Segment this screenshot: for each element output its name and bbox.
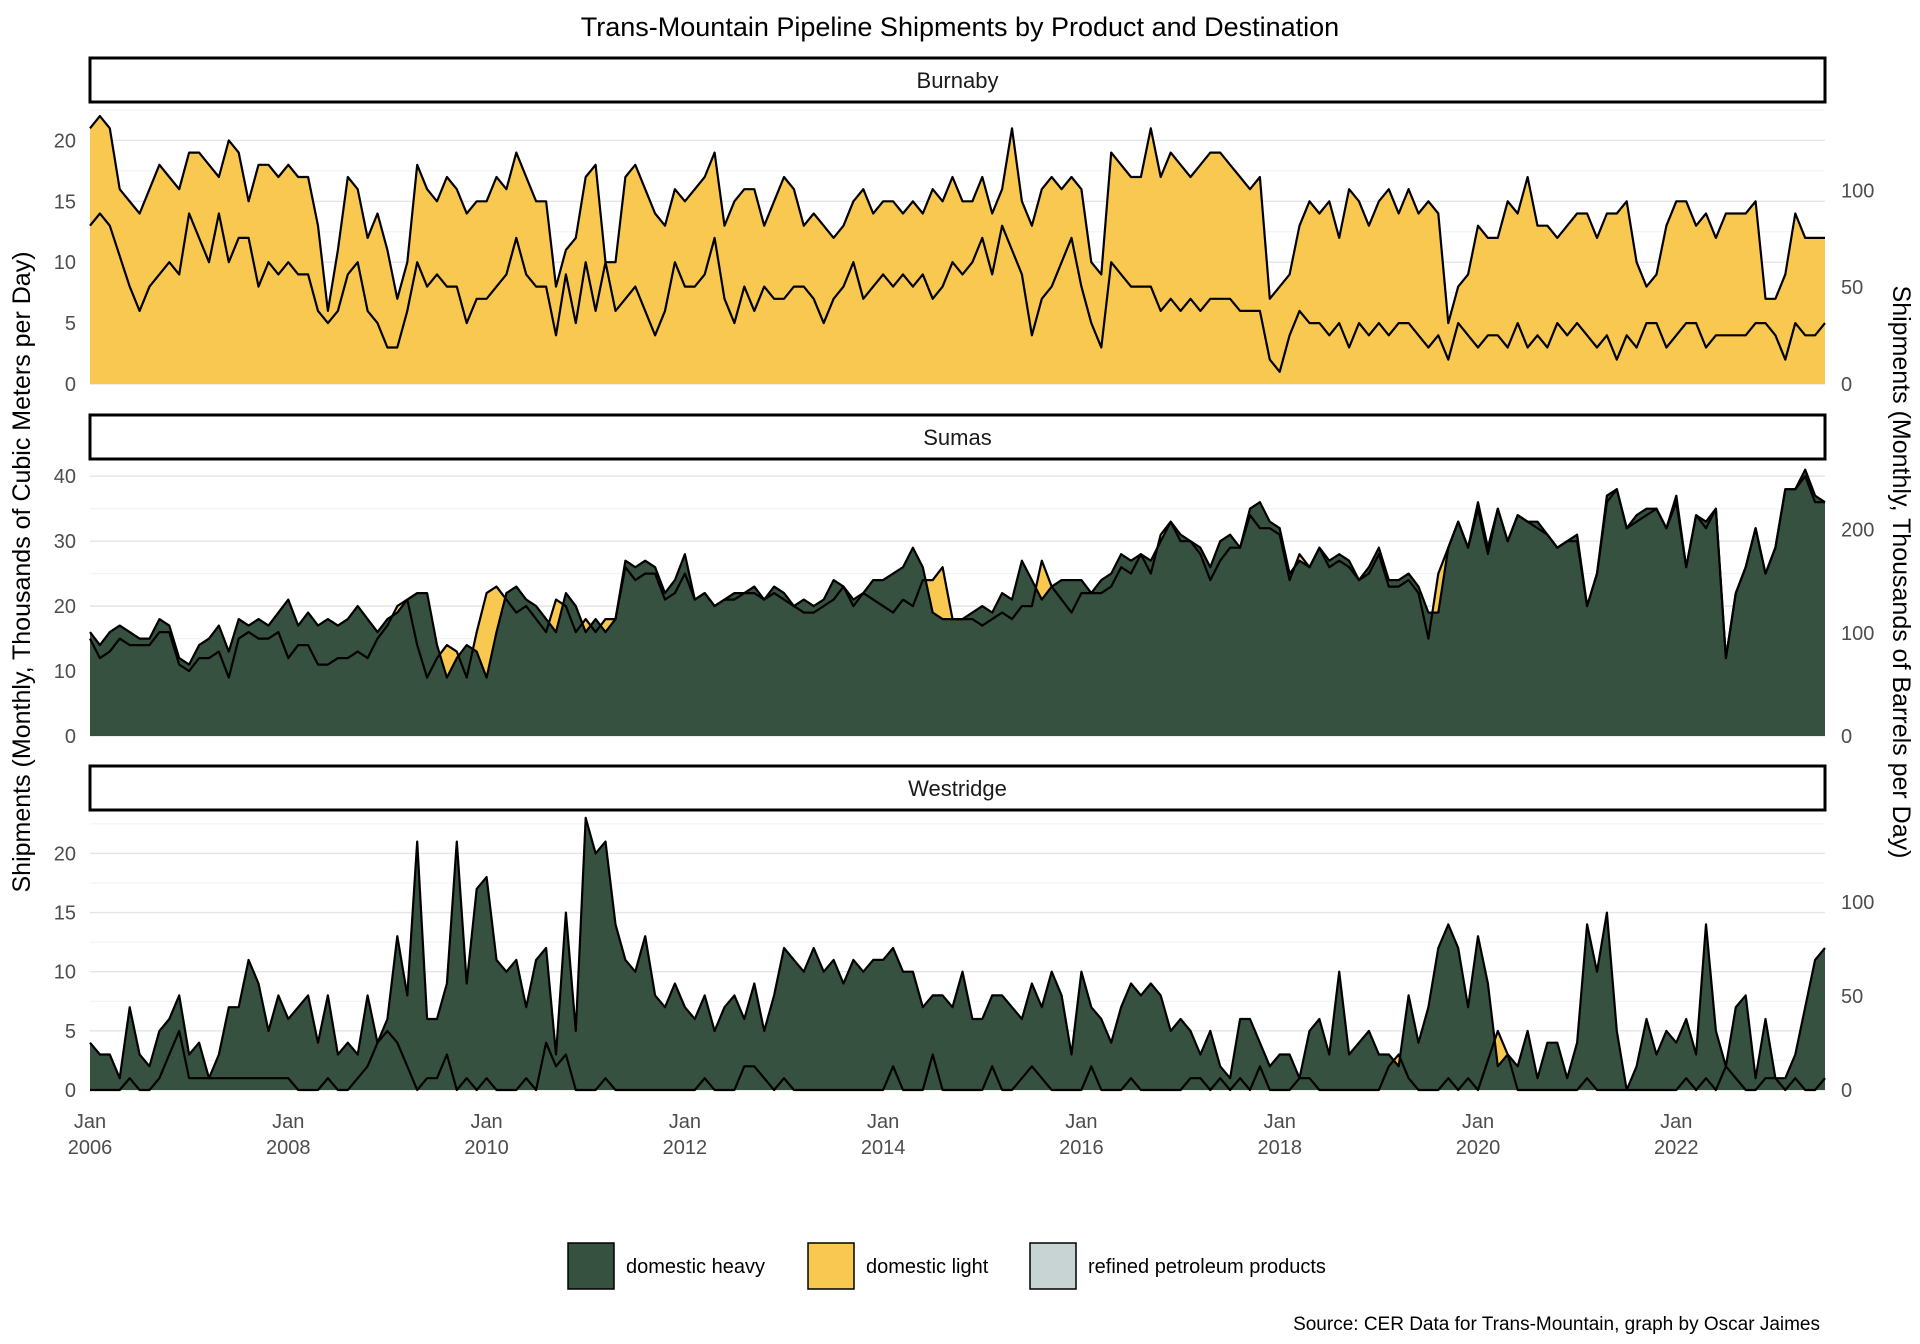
- x-tick-year: 2008: [266, 1137, 311, 1159]
- x-axis: Jan 2006 Jan 2008 Jan 2010 Jan 2012 Jan 2014 Jan 20…: [68, 1111, 1699, 1159]
- y-tick-label: 0: [65, 1080, 76, 1102]
- y2-tick-label: 0: [1841, 1080, 1852, 1102]
- y-tick-label: 20: [54, 130, 76, 152]
- x-tick-year: 2022: [1654, 1137, 1699, 1159]
- facet-strip: [88, 764, 1827, 812]
- legend-label: refined petroleum products: [1088, 1256, 1326, 1278]
- area-outline-domestic-light: [89, 115, 1825, 325]
- y-tick-label: 5: [65, 313, 76, 335]
- area-outline-refined-petroleum-products: [89, 212, 1826, 373]
- x-tick-month: Jan: [1660, 1111, 1692, 1133]
- y2-tick-label: 200: [1841, 520, 1874, 542]
- legend-label: domestic light: [866, 1256, 989, 1278]
- y-tick-label: 5: [65, 1021, 76, 1043]
- facet-panel-sumas: Sumas 0 10 20 30 40 0 100 200: [54, 413, 1874, 748]
- x-tick-month: Jan: [1065, 1111, 1097, 1133]
- y-tick-label: 0: [65, 726, 76, 748]
- x-tick-year: 2012: [663, 1137, 708, 1159]
- area-outline-domestic-heavy: [89, 468, 1826, 679]
- y-tick-label: 20: [54, 843, 76, 865]
- y2-tick-label: 50: [1841, 986, 1863, 1008]
- legend: domestic heavy domestic light refined petr…: [567, 1242, 1326, 1290]
- x-tick-year: 2020: [1456, 1137, 1501, 1159]
- x-tick-month: Jan: [669, 1111, 701, 1133]
- x-tick-month: Jan: [1264, 1111, 1296, 1133]
- x-tick-month: Jan: [867, 1111, 899, 1133]
- area-domestic-light: [90, 116, 1825, 384]
- y-tick-label: 40: [54, 466, 76, 488]
- x-tick-month: Jan: [470, 1111, 502, 1133]
- facet-strip-label: Westridge: [908, 776, 1007, 801]
- legend-swatch: [1029, 1242, 1077, 1290]
- legend-swatch: [807, 1242, 855, 1290]
- x-tick-month: Jan: [272, 1111, 304, 1133]
- area-outline-domestic-heavy: [89, 816, 1826, 1092]
- y-tick-label: 15: [54, 191, 76, 213]
- y2-tick-label: 50: [1841, 277, 1863, 299]
- facet-panel-westridge: Westridge 0 5 10 15 20 0 50 100: [54, 764, 1874, 1102]
- x-tick-year: 2010: [464, 1137, 509, 1159]
- chart-title: Trans-Mountain Pipeline Shipments by Pro…: [581, 12, 1339, 42]
- y-tick-label: 30: [54, 531, 76, 553]
- legend-label: domestic heavy: [626, 1256, 765, 1278]
- legend-swatch: [567, 1242, 615, 1290]
- y2-tick-label: 0: [1841, 374, 1852, 396]
- y2-tick-label: 100: [1841, 623, 1874, 645]
- facet-strip: [88, 56, 1827, 104]
- y-tick-label: 0: [65, 374, 76, 396]
- y2-axis-title: Shipments (Monthly, Thousands of Barrels…: [1887, 286, 1915, 859]
- area-domestic-heavy: [90, 469, 1825, 736]
- chart-caption: Source: CER Data for Trans-Mountain, gra…: [1293, 1314, 1820, 1335]
- facet-panel-burnaby: Burnaby 0 5 10 15 20 0 50 100: [54, 56, 1874, 396]
- x-tick-year: 2018: [1257, 1137, 1302, 1159]
- x-tick-month: Jan: [1462, 1111, 1494, 1133]
- x-tick-month: Jan: [74, 1111, 106, 1133]
- y-tick-label: 10: [54, 252, 76, 274]
- y-tick-label: 10: [54, 962, 76, 984]
- facet-strip-label: Burnaby: [917, 68, 999, 93]
- facet-strip-label: Sumas: [923, 425, 991, 450]
- y2-tick-label: 100: [1841, 180, 1874, 202]
- x-tick-year: 2016: [1059, 1137, 1104, 1159]
- area-domestic-heavy: [90, 817, 1825, 1090]
- x-tick-year: 2006: [68, 1137, 113, 1159]
- y2-tick-label: 0: [1841, 726, 1852, 748]
- facet-strip: [88, 413, 1827, 461]
- x-tick-year: 2014: [861, 1137, 906, 1159]
- y-tick-label: 20: [54, 596, 76, 618]
- y-tick-label: 15: [54, 903, 76, 925]
- facet-panels: Burnaby05101520050100Sumas01020304001002…: [54, 56, 1874, 1102]
- y-tick-label: 10: [54, 661, 76, 683]
- y2-tick-label: 100: [1841, 892, 1874, 914]
- y-axis-title: Shipments (Monthly, Thousands of Cubic M…: [8, 251, 36, 892]
